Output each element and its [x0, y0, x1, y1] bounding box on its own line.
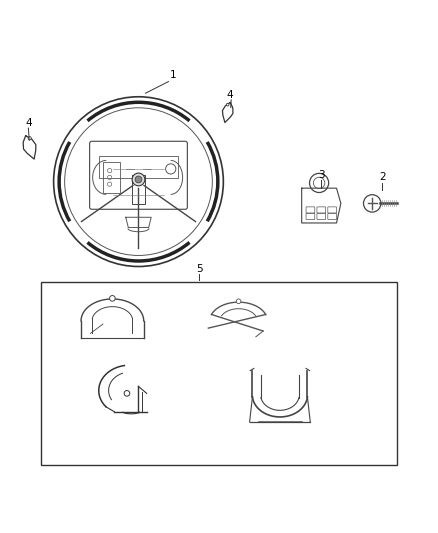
Bar [99, 156, 178, 179]
Text: 4: 4 [25, 118, 32, 128]
Bar [103, 162, 120, 192]
Text: 4: 4 [226, 90, 233, 100]
Bar [132, 175, 145, 204]
Text: 2: 2 [379, 172, 385, 182]
Text: 3: 3 [318, 170, 325, 180]
Text: 5: 5 [196, 264, 203, 273]
Circle shape [226, 103, 229, 106]
Bar [41, 282, 397, 465]
Circle shape [28, 136, 31, 140]
Text: 1: 1 [170, 70, 177, 80]
Circle shape [132, 173, 145, 186]
Circle shape [124, 391, 130, 396]
Circle shape [110, 295, 115, 301]
Circle shape [236, 299, 241, 304]
Circle shape [135, 176, 142, 183]
